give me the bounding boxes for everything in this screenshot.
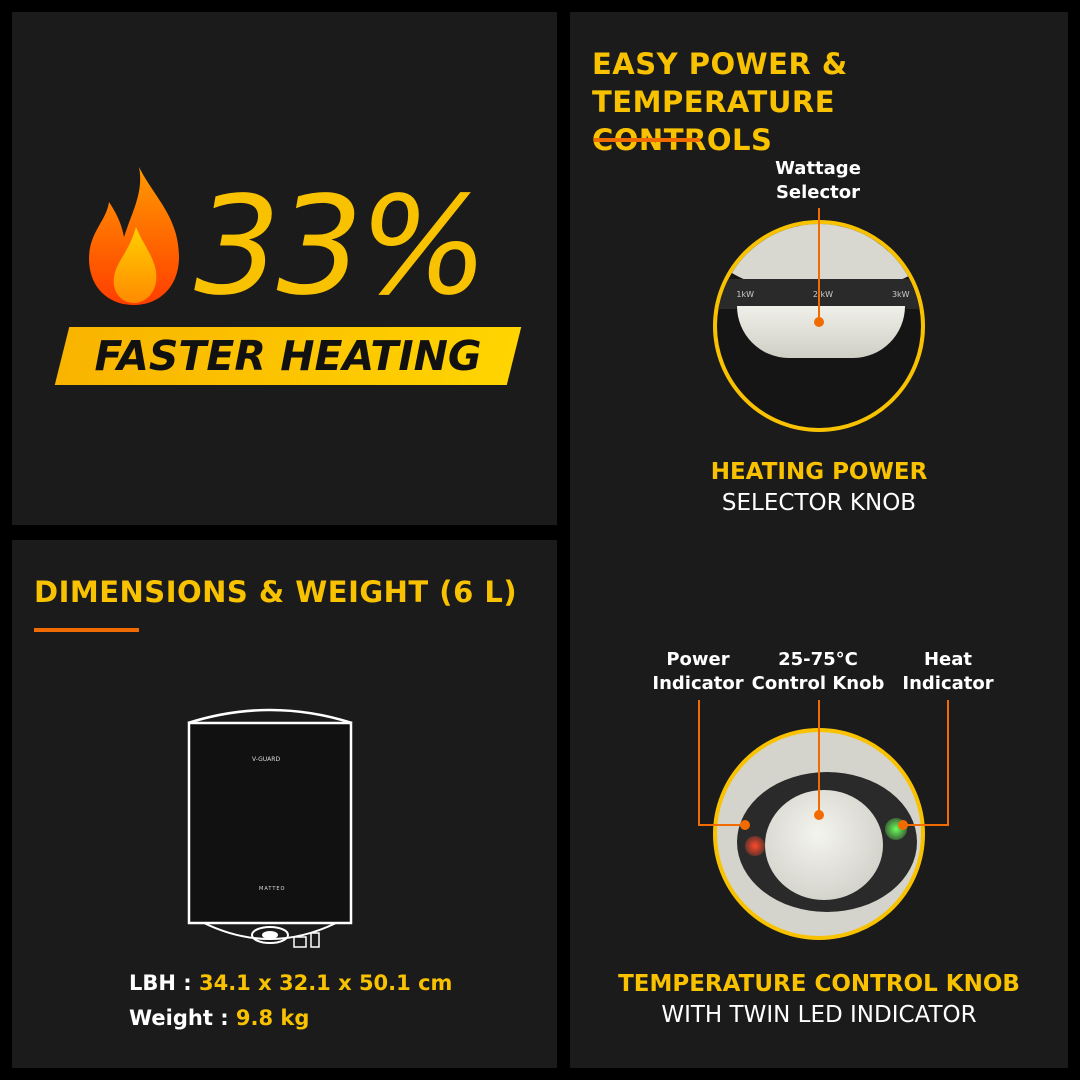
scale-3kw: 3kW: [891, 289, 910, 299]
power-caption: HEATING POWER SELECTOR KNOB: [570, 457, 1068, 519]
scale-1kw: 1kW: [736, 289, 755, 299]
hero-panel: 33% FASTER HEATING: [12, 12, 557, 525]
wattage-pointer-dot: [814, 317, 824, 327]
knob-dial: [765, 790, 883, 900]
dimensions-title: DIMENSIONS & WEIGHT (6 L): [34, 575, 518, 609]
dimensions-panel: DIMENSIONS & WEIGHT (6 L) V-GUARD MATTEO…: [12, 540, 557, 1068]
scale-2kw: 2 kW: [812, 289, 834, 299]
power-pointer-dot: [740, 820, 750, 830]
controls-title: EASY POWER & TEMPERATURE CONTROLS: [592, 45, 1068, 159]
power-pointer-line: [698, 700, 700, 825]
knob-body: [737, 306, 905, 358]
lbh-label: LBH :: [129, 971, 192, 995]
flame-icon: [89, 167, 179, 305]
control-knob-label: 25-75°C Control Knob: [748, 648, 888, 696]
label-line: Wattage: [775, 158, 861, 179]
wattage-selector-label: Wattage Selector: [718, 157, 918, 205]
caption-line-1: HEATING POWER: [710, 459, 928, 485]
knob-pointer-line: [818, 700, 820, 815]
label-line: Indicator: [902, 673, 994, 694]
label-line: Control Knob: [751, 673, 885, 694]
label-line: Indicator: [652, 673, 744, 694]
label-line: Power: [666, 649, 730, 670]
heat-pointer-line: [903, 824, 949, 826]
power-indicator-label: Power Indicator: [638, 648, 758, 696]
water-heater-illustration: [187, 708, 353, 948]
hero-percent: 33%: [194, 168, 488, 326]
lbh-row: LBH : 34.1 x 32.1 x 50.1 cm: [129, 971, 452, 995]
heat-pointer-line: [947, 700, 949, 825]
caption-line-2: WITH TWIN LED INDICATOR: [661, 1002, 977, 1028]
hero-tagline: FASTER HEATING: [94, 332, 482, 380]
title-underline: [34, 628, 139, 632]
temperature-caption: TEMPERATURE CONTROL KNOB WITH TWIN LED I…: [570, 969, 1068, 1031]
label-line: 25-75°C: [778, 649, 858, 670]
weight-row: Weight : 9.8 kg: [129, 1006, 309, 1030]
label-line: Selector: [775, 182, 861, 203]
caption-line-2: SELECTOR KNOB: [721, 490, 917, 516]
heat-pointer-dot: [898, 820, 908, 830]
caption-line-1: TEMPERATURE CONTROL KNOB: [618, 971, 1020, 997]
power-pointer-line: [698, 824, 744, 826]
label-line: Heat: [923, 649, 973, 670]
controls-panel: EASY POWER & TEMPERATURE CONTROLS Wattag…: [570, 12, 1068, 1068]
heat-indicator-label: Heat Indicator: [888, 648, 1008, 696]
temperature-knob-image: [713, 728, 925, 940]
title-underline: [594, 138, 700, 142]
heater-brand: V-GUARD: [252, 756, 281, 763]
lbh-value: 34.1 x 32.1 x 50.1 cm: [198, 971, 453, 995]
weight-value: 9.8 kg: [235, 1006, 310, 1030]
weight-label: Weight :: [129, 1006, 229, 1030]
knob-pointer-dot: [814, 810, 824, 820]
wattage-pointer-line: [818, 208, 820, 322]
controls-title-line1: EASY POWER & TEMPERATURE: [592, 47, 848, 119]
heater-model: MATTEO: [259, 886, 286, 892]
red-led: [745, 836, 765, 856]
